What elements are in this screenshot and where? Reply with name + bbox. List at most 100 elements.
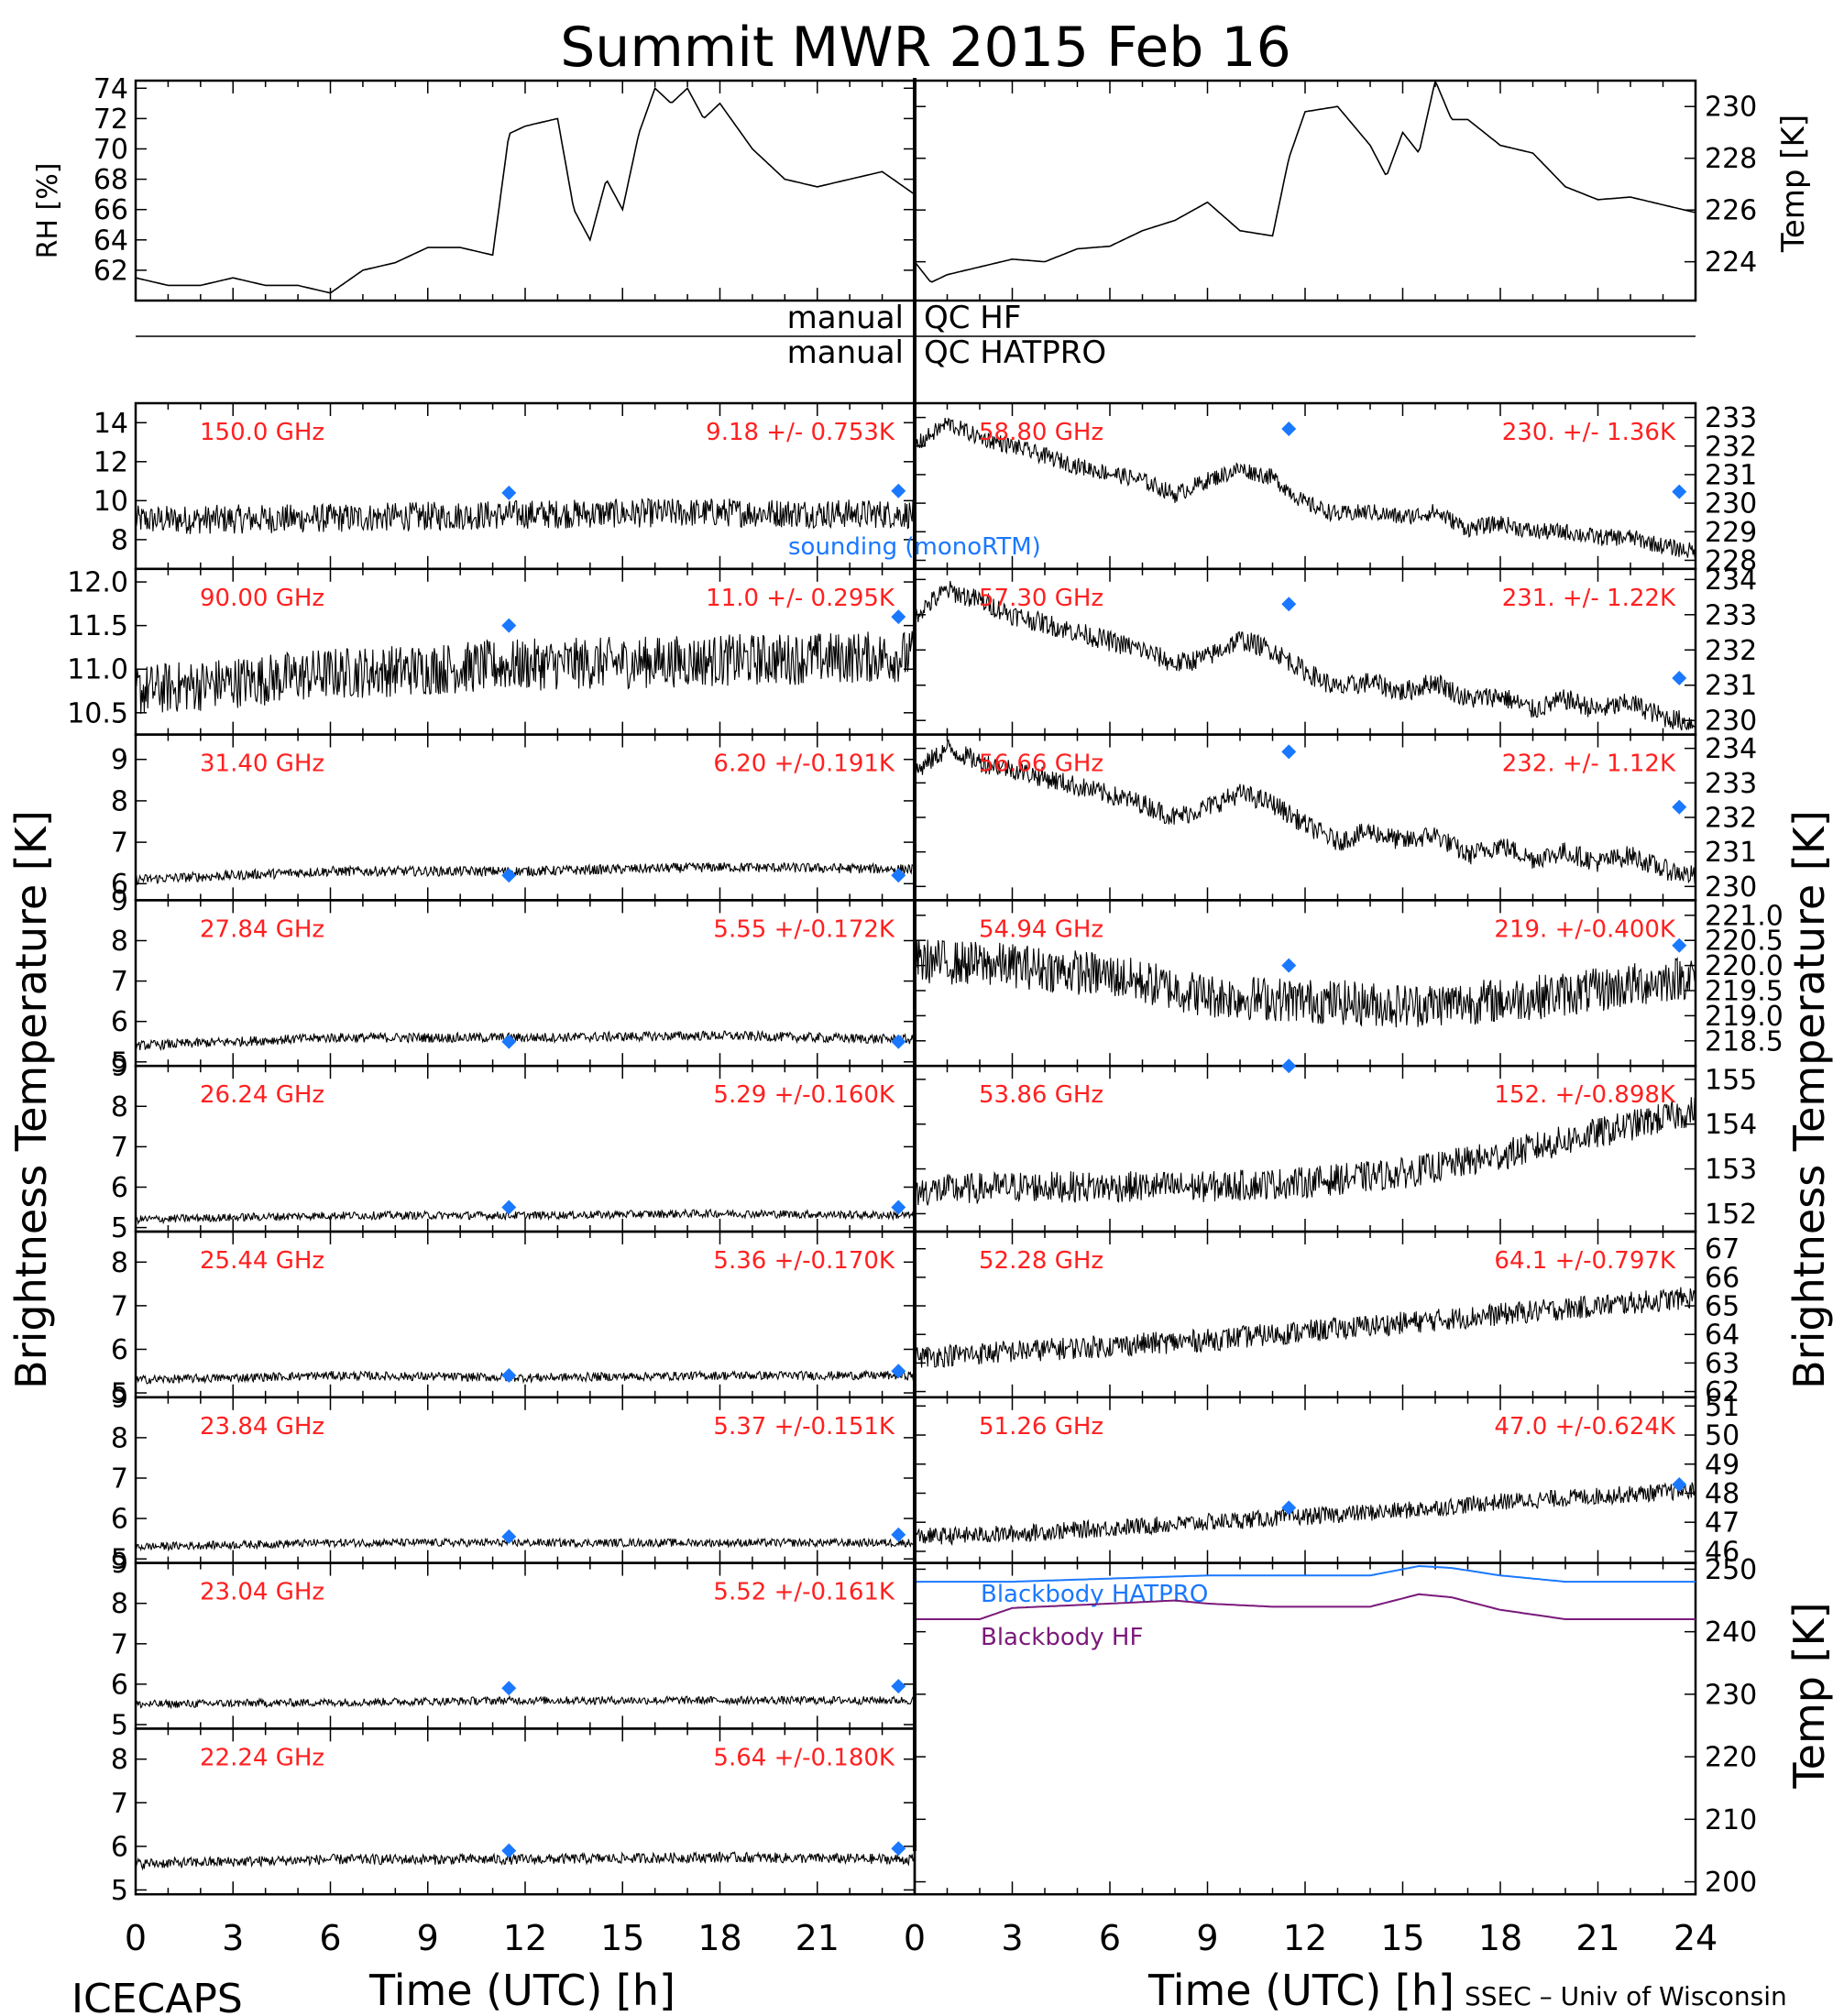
x-tick-label: 12 — [1283, 1918, 1327, 1958]
y-tick-label: 5 — [111, 1709, 128, 1741]
sounding-marker — [891, 1034, 906, 1049]
y-tick-label: 7 — [111, 827, 128, 860]
y-tick-label: 8 — [111, 524, 128, 556]
y-tick-label: 7 — [111, 1628, 128, 1660]
data-trace — [914, 739, 1696, 884]
x-tick-label: 15 — [1380, 1918, 1424, 1958]
y-tick-label: 64 — [1705, 1320, 1740, 1352]
channel-stats: 232. +/- 1.12K — [1502, 751, 1676, 778]
channel-stats: 230. +/- 1.36K — [1502, 419, 1676, 446]
y-tick-label: 12 — [93, 446, 128, 478]
sounding-marker — [501, 1528, 517, 1544]
y-tick-label: 210 — [1705, 1804, 1757, 1836]
y-tick-label: 14 — [93, 408, 128, 440]
y-tick-label: 219.5 — [1705, 976, 1784, 1008]
data-trace — [135, 1537, 916, 1552]
sounding-marker — [891, 1364, 906, 1379]
data-trace — [135, 630, 916, 715]
x-tick-label: 0 — [125, 1918, 147, 1958]
y-tick-label: 6 — [111, 1669, 128, 1701]
y-tick-label: 5 — [111, 1046, 128, 1079]
sounding-marker — [1281, 1058, 1297, 1074]
channel-frequency: 52.28 GHz — [979, 1247, 1103, 1275]
y-tick-label: 240 — [1705, 1616, 1757, 1649]
y-tick-label: 8 — [111, 1422, 128, 1454]
sounding-marker — [891, 868, 906, 883]
x-axis-label-left: Time (UTC) [h] — [368, 1966, 675, 2015]
x-tick-label: 3 — [222, 1918, 244, 1958]
channel-frequency: 150.0 GHz — [200, 419, 324, 446]
y-tick-label: 70 — [93, 134, 128, 166]
y-tick-label: 230 — [1705, 92, 1757, 124]
sounding-marker — [1281, 597, 1297, 612]
rh-axis-label: RH [%] — [32, 163, 64, 259]
data-trace — [135, 1208, 916, 1225]
channel-stats: 9.18 +/- 0.753K — [706, 419, 895, 446]
y-tick-label: 230 — [1705, 1679, 1757, 1711]
tb-axis-label-right: Brightness Temperature [K] — [1784, 810, 1833, 1389]
data-trace — [914, 1287, 1696, 1369]
y-tick-label: 49 — [1705, 1449, 1740, 1481]
channel-panel-ch2784: 5 6 7 8 9 27.84 GHz 5.55 +/-0.172K — [111, 885, 916, 1079]
blackbody-line — [915, 1593, 1696, 1620]
x-tick-label: 18 — [1478, 1918, 1522, 1958]
qc-hf-left-label: manual — [787, 300, 904, 336]
y-tick-label: 10 — [93, 486, 128, 518]
blackbody-temp-axis-label: Temp [K] — [1784, 1602, 1833, 1789]
channel-frequency: 22.24 GHz — [200, 1744, 324, 1771]
channel-stats: 5.36 +/-0.170K — [713, 1247, 895, 1275]
y-tick-label: 50 — [1705, 1420, 1740, 1452]
y-tick-label: 220 — [1705, 1742, 1757, 1774]
y-tick-label: 65 — [1705, 1291, 1740, 1323]
x-tick-label: 0 — [904, 1918, 926, 1958]
sounding-marker — [891, 1841, 906, 1857]
channel-frequency: 57.30 GHz — [979, 585, 1103, 612]
y-tick-label: 230 — [1705, 488, 1757, 520]
y-tick-label: 153 — [1705, 1154, 1757, 1186]
sounding-marker — [501, 618, 517, 633]
x-axis-left: 0 3 6 9 12 15 18 21 — [125, 1918, 840, 1958]
sounding-marker — [891, 1200, 906, 1215]
y-tick-label: 8 — [111, 1247, 128, 1279]
channel-stats: 231. +/- 1.22K — [1502, 585, 1676, 612]
y-tick-label: 51 — [1705, 1391, 1740, 1423]
y-tick-label: 46 — [1705, 1536, 1740, 1568]
channel-frequency: 58.80 GHz — [979, 419, 1103, 446]
y-tick-label: 9 — [111, 744, 128, 776]
y-tick-label: 11.0 — [67, 654, 128, 686]
y-tick-label: 10.5 — [67, 697, 128, 729]
temp-axis-label: Temp [K] — [1775, 115, 1812, 253]
sounding-marker — [501, 1843, 517, 1858]
y-tick-label: 9 — [111, 885, 128, 917]
data-trace — [135, 1850, 916, 1871]
channel-panel-ch2224: 5 6 7 8 22.24 GHz 5.64 +/-0.180K — [111, 1727, 916, 1907]
channel-stats: 5.64 +/-0.180K — [713, 1744, 895, 1771]
y-tick-label: 9 — [111, 1051, 128, 1083]
y-tick-label: 8 — [111, 1588, 128, 1620]
channel-frequency: 23.04 GHz — [200, 1579, 324, 1606]
channel-stats: 11.0 +/- 0.295K — [706, 585, 895, 612]
y-tick-label: 7 — [111, 1132, 128, 1164]
y-tick-label: 228 — [1705, 143, 1757, 175]
data-trace — [135, 1369, 916, 1385]
y-tick-label: 233 — [1705, 768, 1757, 800]
x-tick-label: 6 — [319, 1918, 341, 1958]
y-tick-label: 5 — [111, 1212, 128, 1244]
y-tick-label: 221.0 — [1705, 900, 1784, 932]
y-tick-label: 6 — [111, 1504, 128, 1536]
y-tick-label: 48 — [1705, 1478, 1740, 1510]
sounding-marker — [1672, 799, 1687, 815]
sounding-marker — [1672, 937, 1687, 953]
y-tick-label: 232 — [1705, 635, 1757, 667]
y-tick-label: 62 — [1705, 1376, 1740, 1408]
y-tick-label: 232 — [1705, 803, 1757, 835]
footer-right-label: SSEC – Univ of Wisconsin — [1465, 1981, 1787, 2011]
channel-frequency: 54.94 GHz — [979, 915, 1103, 943]
y-tick-label: 68 — [93, 164, 128, 196]
channel-stats: 152. +/-0.898K — [1494, 1081, 1676, 1109]
y-tick-label: 7 — [111, 1290, 128, 1322]
y-tick-label: 5 — [111, 1544, 128, 1576]
y-tick-label: 64 — [93, 225, 128, 257]
channel-frequency: 90.00 GHz — [200, 585, 324, 612]
